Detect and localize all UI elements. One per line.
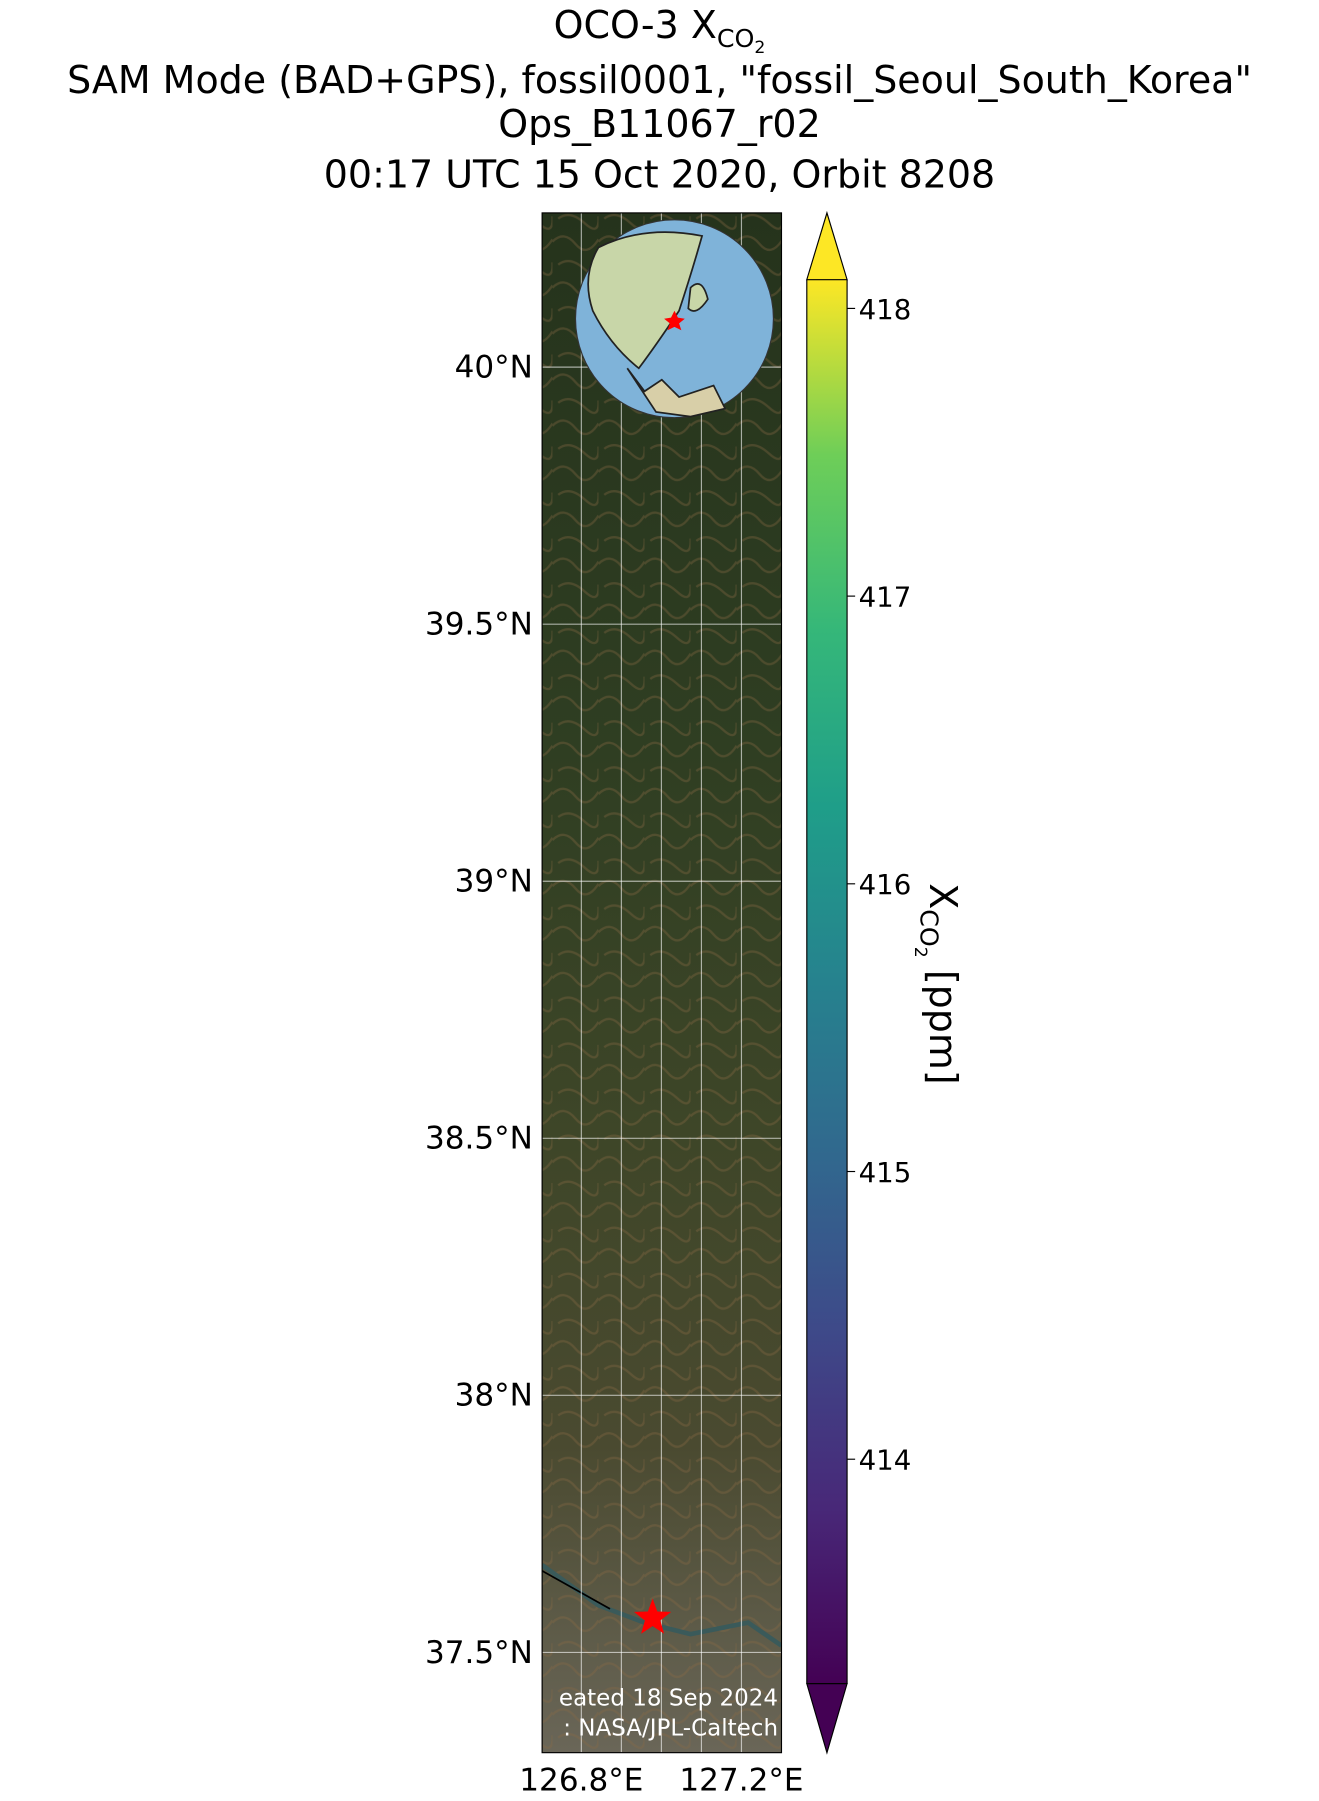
river	[542, 1563, 782, 1648]
colorbar-tick-label: 416	[859, 868, 912, 901]
title-sub: CO	[717, 24, 755, 53]
globe-inset	[574, 219, 775, 419]
colorbar-extend-max	[806, 210, 848, 281]
x-tick-label: 127.2°E	[679, 1763, 803, 1799]
subtitle: Ops_B11067_r02	[498, 102, 821, 146]
cbar-label-sub: CO	[915, 909, 944, 947]
title-subsub: 2	[754, 38, 765, 58]
y-tick-label: 39°N	[455, 864, 533, 900]
y-tick-label: 38°N	[455, 1378, 533, 1414]
credit: eated 18 Sep 2024	[559, 1685, 778, 1711]
colorbar	[806, 279, 848, 1684]
title-text: OCO-3 X	[554, 3, 717, 47]
y-tick-label: 37.5°N	[425, 1635, 533, 1671]
globe-target	[664, 310, 685, 331]
globe-land	[687, 283, 709, 312]
y-tick-label: 39.5°N	[425, 607, 533, 643]
credit: : NASA/JPL-Caltech	[563, 1715, 778, 1741]
colorbar-tick-label: 414	[859, 1444, 912, 1477]
cbar-label-unit: [ppm]	[921, 958, 965, 1085]
y-tick-label: 38.5°N	[425, 1121, 533, 1157]
y-tick-label: 40°N	[455, 349, 533, 385]
map-frame	[541, 212, 783, 1754]
globe-land	[626, 367, 727, 418]
colorbar-extend-min	[806, 1683, 848, 1755]
x-tick-label: 126.8°E	[519, 1763, 643, 1799]
colorbar-tick-label: 418	[859, 293, 912, 326]
globe-land	[587, 231, 704, 370]
subtitle: 00:17 UTC 15 Oct 2020, Orbit 8208	[324, 153, 995, 197]
colorbar-frame	[806, 279, 848, 1684]
colorbar-tick-label: 415	[859, 1156, 912, 1189]
cbar-label-main: X	[921, 883, 965, 909]
coastline	[542, 1570, 611, 1610]
colorbar-label: XCO2 [ppm]	[910, 883, 965, 1084]
chart-title: OCO-3 XCO2	[554, 3, 766, 58]
target-marker	[633, 1598, 672, 1634]
colorbar-tick-label: 417	[859, 580, 912, 613]
cbar-label-subsub: 2	[910, 947, 930, 958]
subtitle: SAM Mode (BAD+GPS), fossil0001, "fossil_…	[67, 58, 1252, 102]
